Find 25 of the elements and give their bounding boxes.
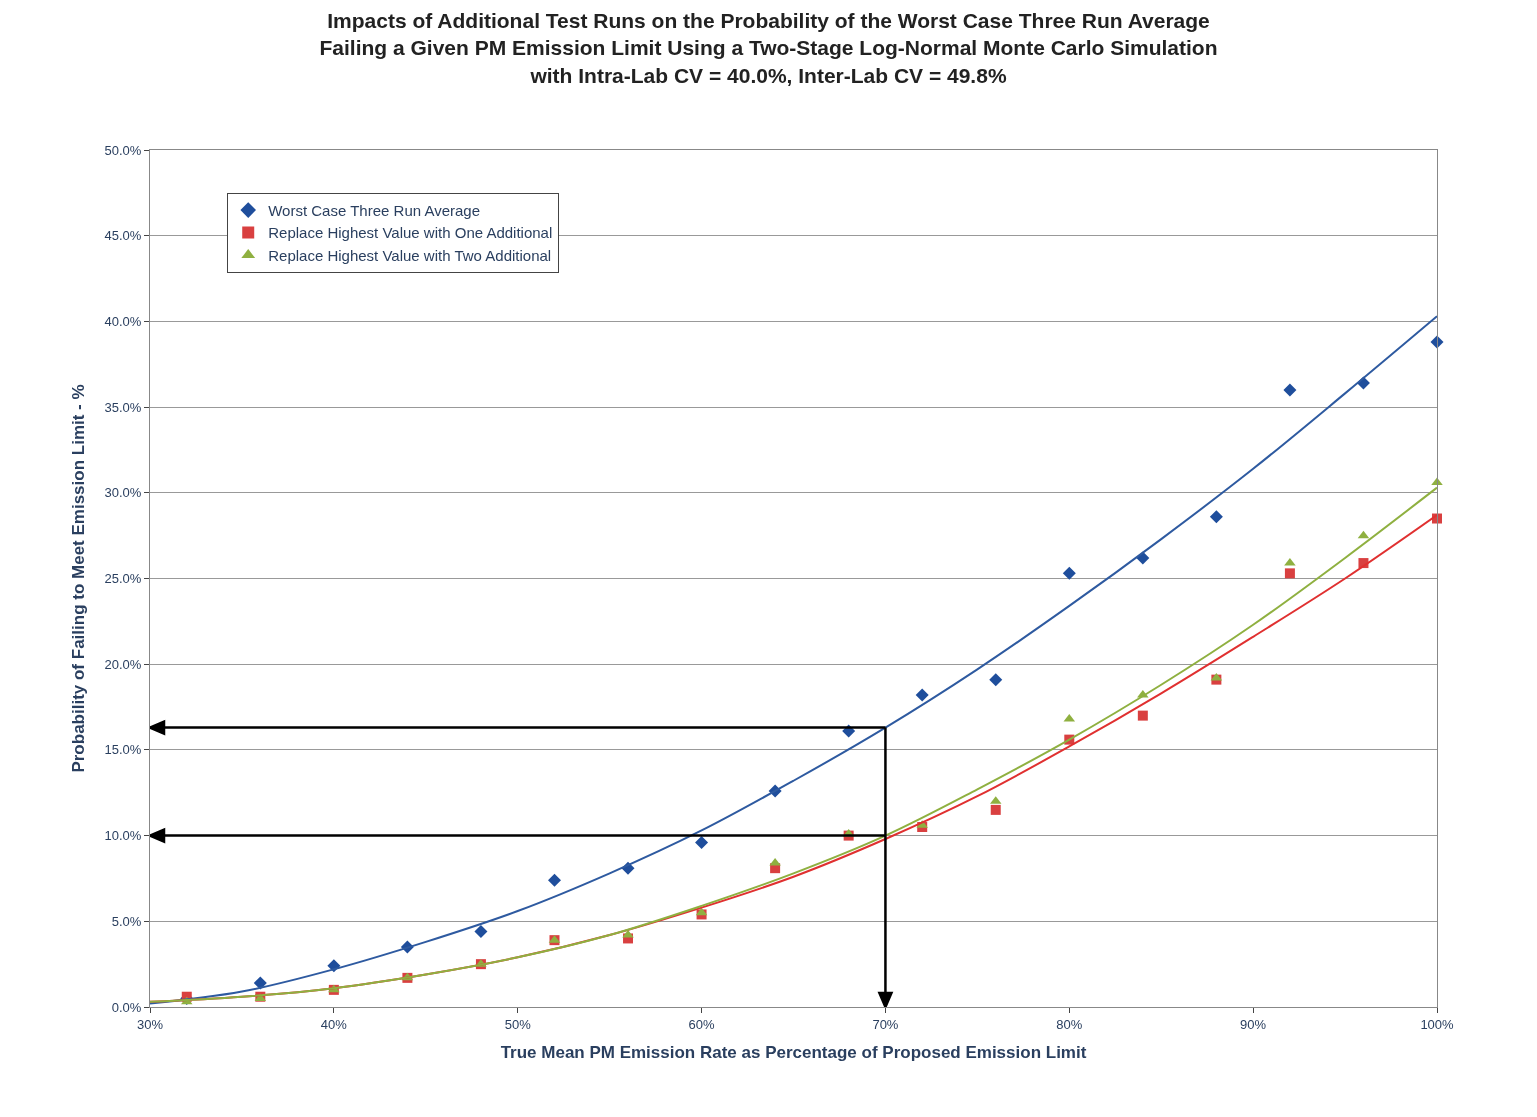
y-tick-label: 0.0% <box>111 999 142 1015</box>
x-tick-label: 90% <box>1240 1016 1267 1032</box>
legend-label: Replace Highest Value with One Additional <box>268 224 553 242</box>
x-tick-label: 60% <box>688 1016 716 1032</box>
x-tick-label: 70% <box>872 1016 899 1032</box>
y-tick-label: 25.0% <box>104 571 142 587</box>
y-tick-label: 20.0% <box>104 656 142 672</box>
y-tick-label: 50.0% <box>104 142 142 158</box>
x-tick-label: 100% <box>1420 1016 1455 1032</box>
y-tick-label: 15.0% <box>104 742 142 758</box>
x-tick-label: 50% <box>504 1016 532 1032</box>
x-tick-label: 80% <box>1056 1016 1083 1032</box>
x-tick-label: 30% <box>136 1016 164 1032</box>
y-tick-label: 10.0% <box>104 828 142 844</box>
y-tick-label: 30.0% <box>104 485 142 501</box>
y-tick-label: 35.0% <box>104 399 142 415</box>
y-tick-label: 45.0% <box>104 228 142 244</box>
x-axis-title: True Mean PM Emission Rate as Percentage of Proposed Emission Limit <box>500 1043 1087 1062</box>
chart-title: Impacts of Additional Test Runs on the Probability of the Worst Case Three Run Average Failing a Given PM Emission Limit Using a Two-Stage Log-Normal Monte Carlo Simulation with Intra-Lab CV = 40.0%, Inter-Lab CV = 49.8% <box>319 8 1218 87</box>
legend-label: Replace Highest Value with Two Additional <box>268 246 552 264</box>
y-tick-label: 40.0% <box>104 313 142 329</box>
y-tick-label: 5.0% <box>111 913 142 929</box>
x-tick-label: 40% <box>320 1016 348 1032</box>
legend-label: Worst Case Three Run Average <box>268 201 480 219</box>
y-axis-title: Probability of Failing to Meet Emission Limit - % <box>69 384 89 773</box>
